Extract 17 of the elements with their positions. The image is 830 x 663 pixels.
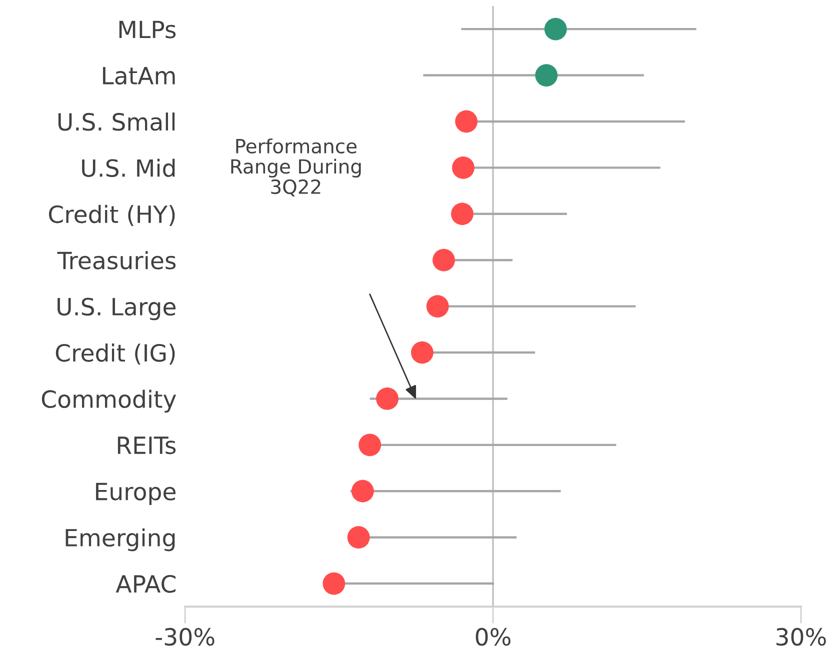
y-tick-label: Treasuries (57, 251, 176, 270)
y-tick-label: U.S. Large (58, 298, 176, 320)
y-tick-label: Credit (IG) (56, 344, 175, 365)
y-tick-label: APAC (116, 574, 176, 593)
y-tick-label: LatAm (103, 67, 175, 85)
y-tick-label: MLPs (119, 20, 176, 38)
y-tick-label: U.S. Mid (82, 158, 175, 177)
y-tick-label: U.S. Small (58, 112, 175, 131)
y-tick-label: Emerging (66, 528, 175, 552)
x-tick-label: 30% (776, 628, 826, 646)
y-tick-label: Commodity (42, 390, 176, 413)
x-tick-label: 0% (476, 628, 510, 646)
y-tick-label: Europe (96, 482, 176, 506)
y-tick-label: Credit (HY) (48, 204, 175, 226)
annotation: Performance Range During 3Q22 (231, 138, 361, 196)
x-tick-label: -30% (156, 628, 214, 646)
y-tick-label: REITs (118, 436, 176, 454)
